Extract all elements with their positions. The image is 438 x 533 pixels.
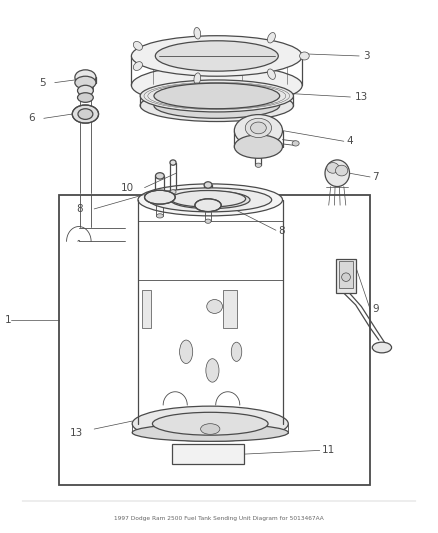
Ellipse shape (195, 199, 221, 212)
Ellipse shape (131, 65, 302, 106)
Text: 1997 Dodge Ram 2500 Fuel Tank Sending Unit Diagram for 5013467AA: 1997 Dodge Ram 2500 Fuel Tank Sending Un… (114, 515, 324, 521)
Text: 9: 9 (372, 304, 379, 314)
Ellipse shape (255, 163, 261, 167)
Ellipse shape (207, 300, 223, 313)
Text: 6: 6 (28, 114, 35, 123)
Ellipse shape (170, 190, 246, 207)
Text: 8: 8 (278, 226, 285, 236)
Text: 1: 1 (4, 315, 11, 325)
Ellipse shape (372, 342, 392, 353)
Ellipse shape (205, 219, 211, 223)
Ellipse shape (180, 340, 193, 364)
Ellipse shape (132, 424, 288, 441)
Text: 11: 11 (322, 446, 335, 455)
Ellipse shape (132, 406, 288, 441)
Text: 13: 13 (70, 428, 83, 438)
Ellipse shape (206, 359, 219, 382)
Text: 3: 3 (364, 51, 370, 61)
Ellipse shape (327, 163, 339, 173)
Ellipse shape (154, 93, 279, 118)
Ellipse shape (156, 214, 163, 218)
Bar (336, 259, 356, 293)
Ellipse shape (342, 273, 350, 281)
Ellipse shape (204, 182, 212, 188)
Bar (172, 444, 244, 464)
Ellipse shape (234, 135, 283, 158)
Ellipse shape (78, 93, 93, 102)
Ellipse shape (336, 165, 348, 176)
Bar (223, 290, 237, 328)
Ellipse shape (133, 62, 142, 70)
Ellipse shape (140, 90, 293, 122)
Bar (142, 290, 151, 328)
Ellipse shape (72, 105, 99, 123)
Ellipse shape (149, 188, 272, 212)
Text: 8: 8 (77, 205, 83, 214)
Ellipse shape (251, 122, 266, 134)
Ellipse shape (75, 76, 96, 89)
Ellipse shape (292, 141, 299, 146)
Ellipse shape (155, 41, 278, 71)
Ellipse shape (300, 52, 309, 60)
Ellipse shape (138, 184, 283, 216)
Ellipse shape (145, 190, 175, 204)
Ellipse shape (231, 342, 242, 361)
Text: 10: 10 (120, 183, 134, 193)
Ellipse shape (133, 42, 142, 50)
Text: 7: 7 (372, 172, 379, 182)
Ellipse shape (194, 28, 201, 39)
Bar (339, 261, 353, 288)
Text: 5: 5 (39, 78, 46, 87)
Ellipse shape (268, 33, 276, 43)
Ellipse shape (152, 413, 268, 435)
Ellipse shape (78, 85, 93, 96)
Ellipse shape (131, 36, 302, 76)
Ellipse shape (234, 115, 283, 147)
Ellipse shape (140, 80, 293, 112)
Ellipse shape (268, 69, 276, 79)
Ellipse shape (194, 73, 201, 84)
Text: 13: 13 (355, 92, 368, 102)
Bar (59, 195, 370, 485)
Ellipse shape (78, 109, 93, 119)
Ellipse shape (75, 70, 96, 85)
Ellipse shape (155, 173, 164, 179)
Ellipse shape (245, 118, 272, 138)
Ellipse shape (325, 160, 350, 187)
Ellipse shape (154, 83, 279, 109)
Ellipse shape (170, 160, 176, 165)
Ellipse shape (201, 424, 220, 434)
Ellipse shape (170, 190, 176, 194)
Ellipse shape (170, 191, 250, 209)
Text: 4: 4 (346, 136, 353, 146)
